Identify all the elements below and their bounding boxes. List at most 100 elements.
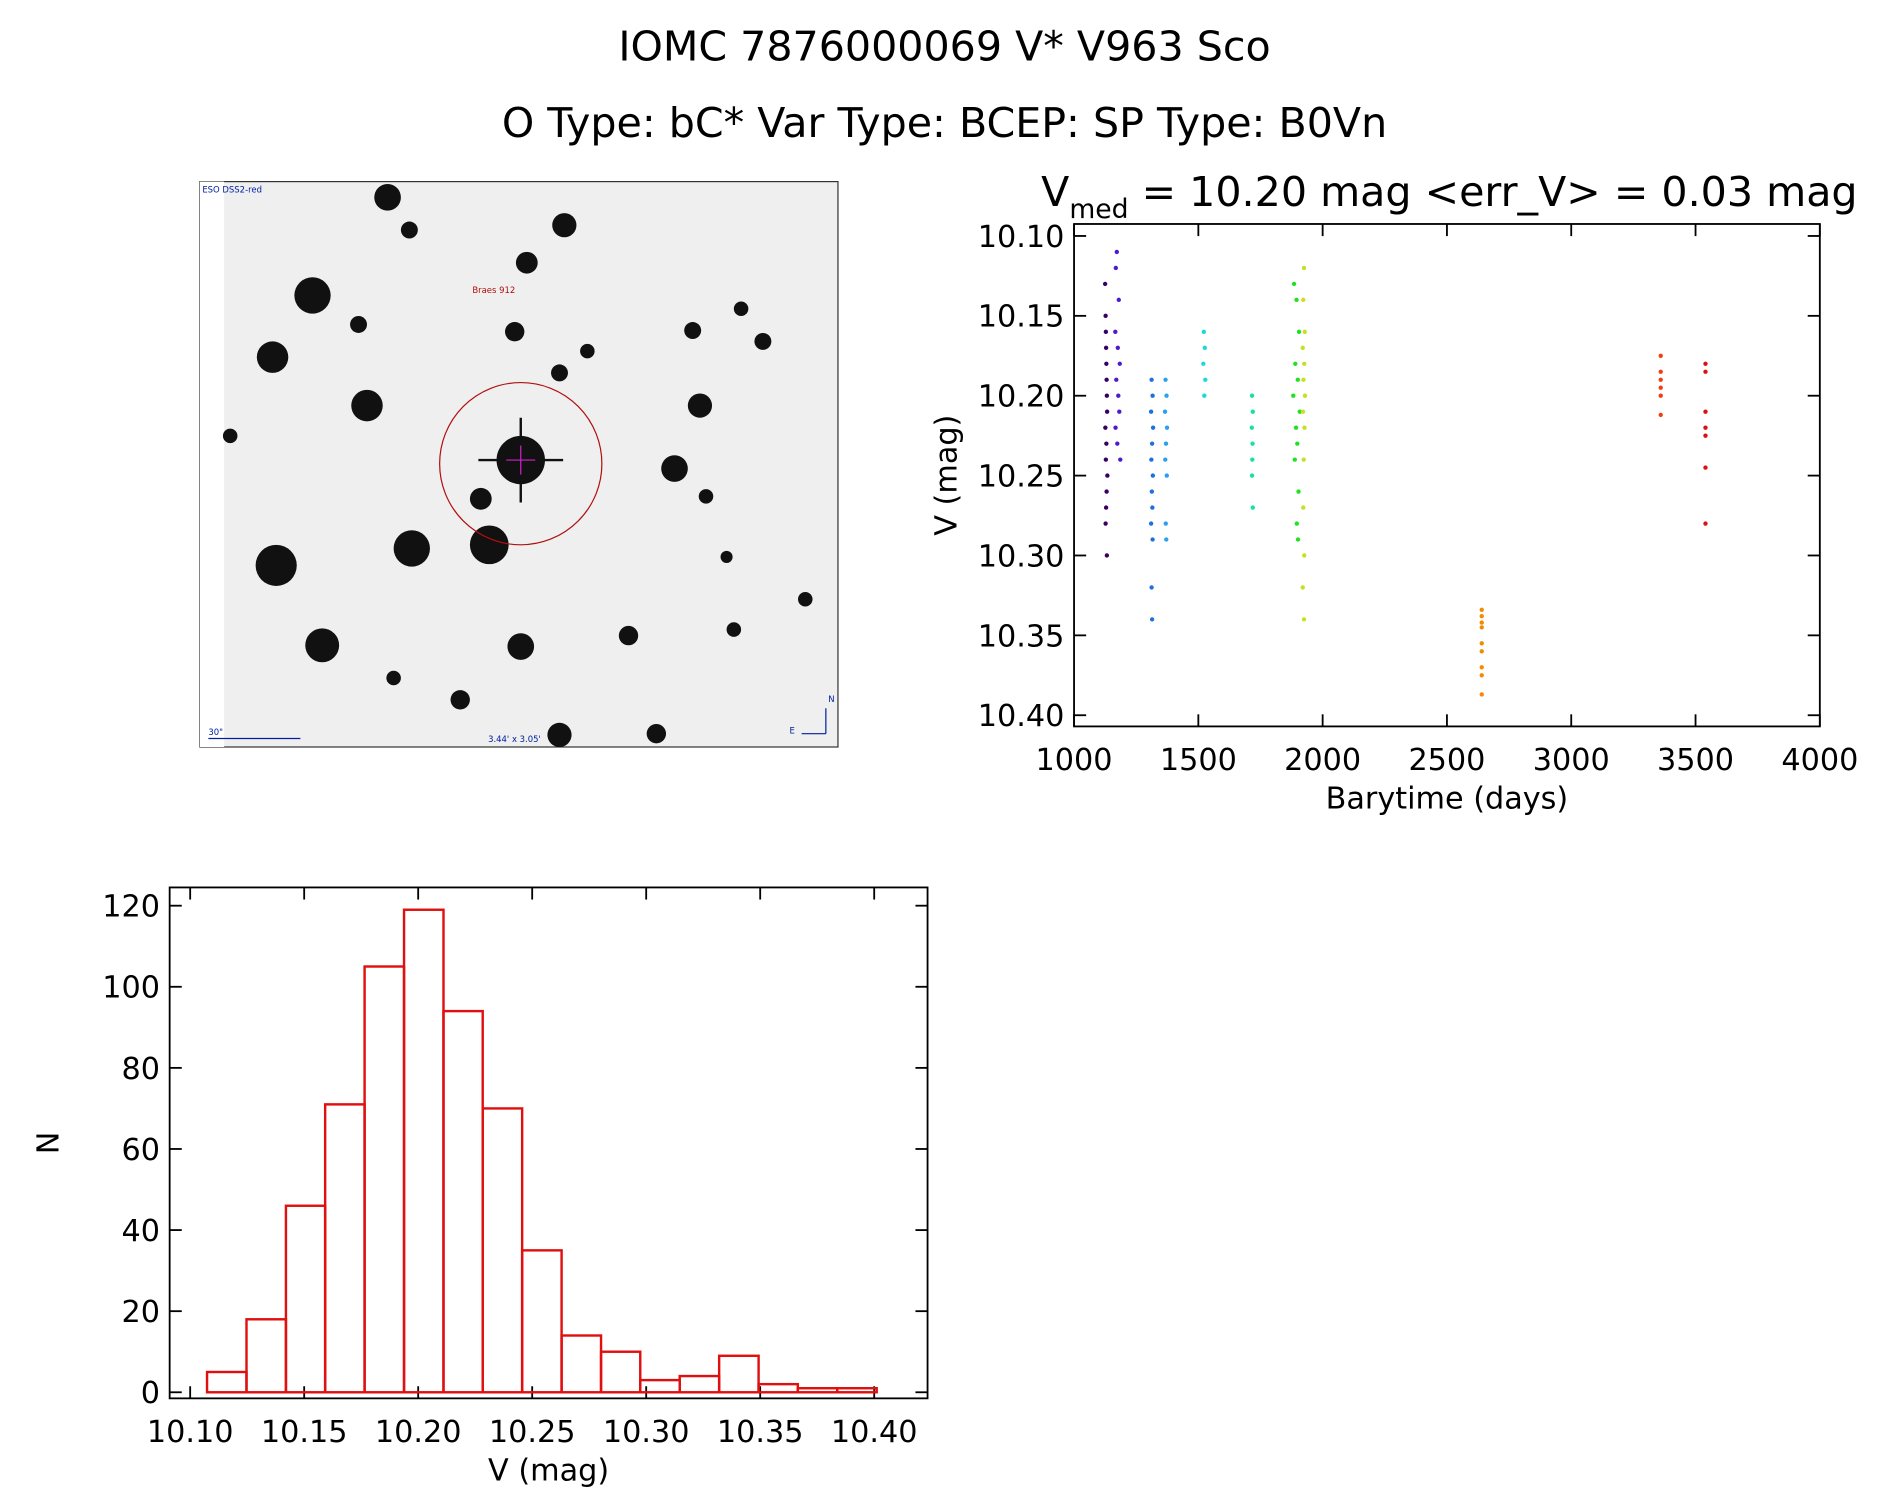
point (1104, 489, 1109, 494)
point (1479, 625, 1484, 630)
point (1150, 425, 1156, 430)
point (1249, 393, 1255, 398)
point (1102, 281, 1108, 287)
point (1149, 617, 1155, 622)
point (1658, 369, 1663, 374)
y-tick-label: 0 (141, 1376, 160, 1411)
y-tick-label: 10.20 (978, 380, 1065, 415)
bar (717, 1354, 760, 1394)
bar (757, 1382, 800, 1394)
point (1301, 265, 1307, 271)
chart-title: Vmed = 10.20 mag <err_V> = 0.03 mag (1041, 168, 1857, 225)
point (1302, 329, 1307, 334)
x-tick-label: 2000 (1284, 743, 1361, 778)
y-axis-label: V (mag) (930, 415, 965, 536)
point (1301, 505, 1306, 510)
point (1658, 385, 1663, 390)
point (1292, 457, 1297, 462)
point (1117, 409, 1122, 414)
bar (402, 908, 445, 1394)
y-tick-label: 60 (121, 1133, 160, 1168)
point (1105, 473, 1110, 478)
point (1148, 409, 1154, 414)
point (1104, 393, 1110, 398)
bar (284, 1204, 327, 1394)
point (1149, 441, 1155, 446)
point (1115, 345, 1120, 350)
point (1148, 521, 1154, 526)
point (1479, 641, 1484, 646)
y-tick-label: 10.10 (978, 220, 1065, 255)
image-label: 30" (208, 727, 223, 737)
point (1250, 505, 1255, 510)
point (1479, 692, 1484, 697)
point (1118, 457, 1123, 462)
y-tick-label: 10.35 (978, 619, 1065, 654)
point (1149, 377, 1154, 382)
y-tick-label: 10.30 (978, 539, 1065, 574)
point (1479, 649, 1484, 654)
point (1658, 412, 1663, 418)
plot-frame (1073, 223, 1821, 728)
x-tick-label: 4000 (1781, 743, 1858, 778)
point (1302, 425, 1307, 430)
image-label: E (790, 726, 795, 736)
point (1149, 457, 1154, 462)
point (1293, 361, 1298, 366)
point (1294, 297, 1299, 303)
point (1103, 457, 1109, 462)
point (1149, 489, 1155, 494)
page-subtitle: O Type: bC* Var Type: BCEP: SP Type: B0V… (502, 99, 1387, 147)
bar (796, 1387, 839, 1394)
bar (323, 1103, 366, 1394)
point (1103, 345, 1109, 350)
title-part: = 10.20 mag <err_V> = 0.03 mag (1129, 168, 1858, 216)
point (1479, 614, 1484, 619)
point (1295, 441, 1300, 446)
point (1201, 329, 1206, 334)
point (1104, 361, 1109, 366)
y-tick-label: 40 (121, 1214, 160, 1249)
x-axis-label: V (mag) (488, 1454, 609, 1489)
y-tick-label: 10.15 (978, 300, 1065, 335)
x-tick-label: 10.40 (831, 1415, 918, 1450)
bar (245, 1318, 288, 1394)
point (1300, 345, 1305, 350)
x-tick-label: 2500 (1408, 743, 1485, 778)
point (1201, 361, 1206, 366)
x-axis-label: Barytime (days) (1326, 782, 1569, 817)
x-tick-label: 10.20 (375, 1415, 462, 1450)
y-tick-label: 80 (121, 1052, 160, 1087)
point (1703, 361, 1708, 366)
point (1297, 409, 1302, 414)
point (1296, 489, 1301, 494)
point (1113, 265, 1118, 271)
image-label: 3.44' x 3.05' (488, 734, 541, 744)
point (1479, 620, 1484, 625)
point (1104, 377, 1109, 382)
point (1703, 425, 1708, 430)
point (1658, 377, 1663, 382)
title-part: V (1041, 168, 1069, 216)
point (1164, 473, 1169, 478)
bar (678, 1374, 721, 1394)
point (1703, 433, 1708, 438)
point (1250, 441, 1255, 446)
point (1291, 281, 1297, 287)
point (1302, 553, 1307, 558)
y-axis-label: N (31, 1132, 66, 1155)
point (1202, 393, 1207, 398)
bar (560, 1334, 603, 1394)
point (1302, 393, 1308, 398)
point (1296, 329, 1302, 334)
point (1163, 457, 1168, 462)
point (1113, 425, 1118, 430)
point (1295, 537, 1301, 542)
x-tick-label: 1500 (1160, 743, 1237, 778)
point (1300, 585, 1305, 590)
point (1103, 425, 1108, 430)
bar (836, 1387, 878, 1394)
point (1291, 393, 1296, 398)
point (1250, 457, 1255, 462)
